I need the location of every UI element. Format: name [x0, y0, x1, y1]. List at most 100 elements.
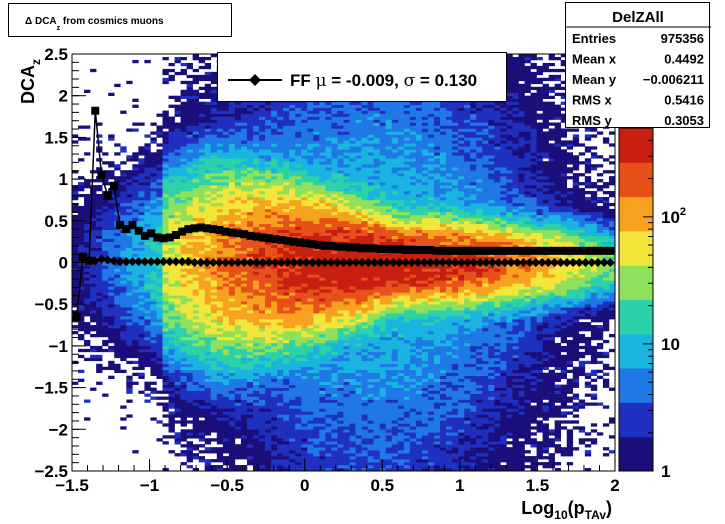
heatmap-cell — [96, 301, 103, 305]
heatmap-cell — [126, 384, 133, 388]
heatmap-cell — [331, 188, 338, 192]
heatmap-cell — [307, 149, 314, 153]
heatmap-cell — [84, 271, 91, 275]
heatmap-cell — [192, 220, 199, 225]
heatmap-cell — [331, 357, 338, 362]
heatmap-cell — [168, 405, 175, 409]
heatmap-cell — [90, 241, 97, 245]
heatmap-cell — [301, 414, 308, 418]
heatmap-cell — [162, 372, 169, 376]
heatmap-cell — [198, 283, 206, 287]
heatmap-cell — [150, 241, 157, 245]
heatmap-cell — [313, 176, 320, 180]
heatmap-cell — [271, 333, 278, 338]
heatmap-cell — [289, 393, 296, 397]
heatmap-cell — [265, 113, 272, 117]
heatmap-cell — [126, 170, 133, 174]
heatmap-cell — [246, 217, 254, 222]
heatmap-cell — [150, 372, 157, 376]
heatmap-cell — [253, 456, 260, 460]
heatmap-cell — [174, 226, 181, 231]
heatmap-cell — [96, 193, 103, 198]
heatmap-cell — [204, 205, 212, 210]
heatmap-cell — [90, 289, 97, 293]
heatmap-cell — [319, 274, 326, 278]
heatmap-cell — [277, 387, 284, 391]
heatmap-cell — [234, 208, 242, 213]
heatmap-cell — [240, 363, 248, 368]
heatmap-cell — [246, 277, 254, 281]
heatmap-cell — [265, 167, 272, 171]
heatmap-cell — [102, 217, 109, 222]
heatmap-cell — [325, 205, 332, 210]
heatmap-cell — [204, 286, 212, 290]
heatmap-cell — [253, 274, 260, 278]
heatmap-cell — [277, 384, 284, 388]
heatmap-cell — [180, 301, 187, 305]
heatmap-cell — [246, 158, 254, 162]
heatmap-cell — [289, 453, 296, 457]
heatmap-cell — [295, 438, 302, 442]
heatmap-cell — [301, 429, 308, 433]
heatmap-cell — [72, 196, 79, 201]
heatmap-cell — [337, 408, 344, 412]
heatmap-cell — [295, 435, 302, 439]
heatmap-cell — [325, 110, 332, 114]
heatmap-cell — [132, 152, 139, 156]
heatmap-cell — [307, 429, 314, 433]
heatmap-cell — [319, 238, 326, 242]
heatmap-cell — [253, 313, 260, 317]
heatmap-cell — [222, 363, 230, 368]
heatmap-cell — [84, 295, 91, 299]
heatmap-cell — [174, 146, 181, 150]
heatmap-cell — [204, 208, 212, 213]
heatmap-cell — [174, 372, 181, 376]
heatmap-cell — [246, 140, 254, 144]
heatmap-cell — [204, 265, 212, 269]
heatmap-cell — [204, 274, 212, 278]
heatmap-cell — [313, 208, 320, 213]
heatmap-cell — [198, 366, 206, 371]
heatmap-cell — [259, 322, 266, 326]
heatmap-cell — [204, 322, 212, 326]
heatmap-cell — [277, 319, 284, 323]
heatmap-cell — [265, 456, 272, 460]
heatmap-cell — [84, 307, 91, 311]
heatmap-cell — [313, 375, 320, 379]
heatmap-cell — [90, 235, 97, 239]
heatmap-cell — [265, 241, 272, 245]
heatmap-cell — [259, 274, 266, 278]
heatmap-cell — [162, 179, 169, 183]
heatmap-cell — [180, 199, 187, 204]
heatmap-cell — [222, 438, 230, 442]
heatmap-cell — [114, 316, 121, 320]
heatmap-cell — [331, 432, 338, 436]
heatmap-cell — [144, 342, 151, 347]
heatmap-cell — [319, 134, 326, 138]
heatmap-cell — [210, 360, 218, 365]
heatmap-cell — [162, 223, 169, 228]
heatmap-cell — [240, 164, 248, 168]
heatmap-cell — [180, 414, 187, 418]
heatmap-cell — [313, 420, 320, 424]
heatmap-cell — [90, 229, 97, 234]
heatmap-cell — [138, 250, 145, 254]
heatmap-cell — [289, 247, 296, 251]
heatmap-cell — [277, 444, 284, 448]
heatmap-cell — [331, 116, 338, 120]
heatmap-cell — [234, 113, 242, 117]
heatmap-cell — [138, 310, 145, 314]
heatmap-cell — [289, 196, 296, 201]
heatmap-cell — [78, 325, 85, 329]
heatmap-cell — [114, 319, 121, 323]
heatmap-cell — [162, 262, 169, 266]
heatmap-cell — [132, 179, 139, 183]
heatmap-cell — [259, 134, 266, 138]
heatmap-cell — [271, 268, 278, 272]
heatmap-cell — [295, 360, 302, 365]
heatmap-cell — [186, 339, 193, 344]
heatmap-cell — [271, 134, 278, 138]
heatmap-cell — [198, 74, 206, 79]
heatmap-cell — [150, 310, 157, 314]
heatmap-cell — [234, 193, 242, 198]
